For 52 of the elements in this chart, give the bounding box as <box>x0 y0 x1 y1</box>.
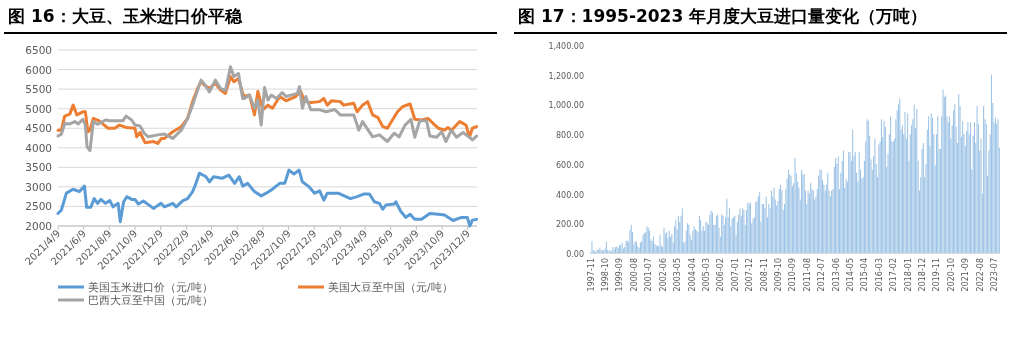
x-tick-label: 2012-07 <box>817 258 827 292</box>
y-tick-label: 6500 <box>25 44 52 56</box>
x-tick-label: 2010-09 <box>788 258 798 292</box>
y-tick-label: 4000 <box>25 141 52 154</box>
x-tick-label: 2018-12 <box>918 258 928 292</box>
y-tick-label: 2000 <box>25 220 52 232</box>
chart-title: 图 16：大豆、玉米进口价平稳 <box>8 6 243 26</box>
x-tick-label: 2009-10 <box>773 258 783 292</box>
y-tick-label: 1,200.00 <box>548 71 584 81</box>
x-tick-label: 2006-02 <box>716 258 726 292</box>
y-tick-label: 2500 <box>25 200 52 213</box>
y-tick-label: 5500 <box>25 83 52 96</box>
x-tick-label: 2007-12 <box>745 258 755 292</box>
x-tick-label: 2020-10 <box>946 258 956 292</box>
x-tick-label: 2023-07 <box>990 258 1000 292</box>
legend-label: 巴西大豆至中国（元/吨） <box>88 294 213 306</box>
y-tick-label: 800.00 <box>556 131 584 141</box>
legend-label: 美国玉米进口价（元/吨） <box>88 281 213 293</box>
y-tick-label: 4500 <box>25 122 52 135</box>
x-tick-label: 2017-02 <box>889 258 899 292</box>
x-tick-label: 2022-08 <box>975 258 985 292</box>
x-tick-label: 2018-01 <box>903 258 913 292</box>
x-tick-label: 2013-06 <box>831 258 841 292</box>
x-tick-label: 2004-04 <box>687 258 697 292</box>
y-tick-label: 6000 <box>25 63 52 76</box>
chart-title: 图 17：1995-2023 年月度大豆进口量变化（万吨） <box>518 6 928 26</box>
x-tick-label: 1997-11 <box>586 258 596 292</box>
x-tick-label: 2005-03 <box>701 258 711 292</box>
x-tick-label: 2011-08 <box>802 258 812 292</box>
y-tick-label: 5000 <box>25 102 52 115</box>
x-tick-label: 2000-08 <box>629 258 639 292</box>
y-tick-label: 400.00 <box>556 190 584 200</box>
x-tick-label: 2015-04 <box>860 258 870 292</box>
x-tick-label: 2016-03 <box>874 258 884 292</box>
y-tick-label: 0.00 <box>566 250 584 259</box>
x-tick-label: 1998-10 <box>601 258 611 292</box>
x-tick-label: 2003-05 <box>673 258 683 292</box>
y-tick-label: 1,000.00 <box>548 101 584 111</box>
x-tick-label: 2014-05 <box>846 258 856 292</box>
x-tick-label: 1999-09 <box>615 258 625 292</box>
legend-label: 美国大豆至中国（元/吨） <box>328 281 453 293</box>
y-tick-label: 3500 <box>25 161 52 174</box>
y-tick-label: 200.00 <box>556 220 584 230</box>
x-tick-label: 2021-09 <box>961 258 971 292</box>
x-tick-label: 2001-07 <box>644 258 654 292</box>
y-tick-label: 1,400.00 <box>548 42 584 51</box>
x-tick-label: 2002-06 <box>658 258 668 292</box>
x-tick-label: 2008-11 <box>759 258 769 292</box>
x-tick-label: 2019-11 <box>932 258 942 292</box>
y-tick-label: 3000 <box>25 180 52 193</box>
y-tick-label: 600.00 <box>556 160 584 170</box>
x-tick-label: 2007-01 <box>730 258 740 292</box>
